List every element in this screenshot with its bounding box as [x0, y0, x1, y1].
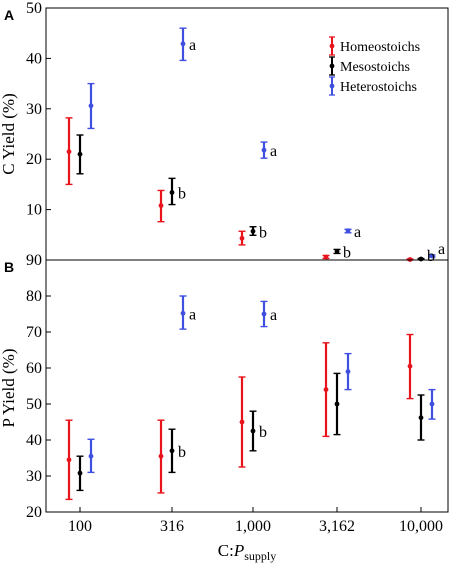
legend-marker-mesostoichs: [329, 63, 335, 69]
x-tick-label-3162: 3,162: [319, 518, 355, 535]
panel-a-point-homeostoichs-316: [158, 203, 164, 208]
panel-b-y-tick-label: 40: [26, 432, 42, 449]
panel-a-point-homeostoichs-1000: [239, 235, 245, 241]
panel-a-y-axis-title: C Yield (%): [0, 93, 18, 175]
panel-b-point-mesostoichs-3162: [334, 401, 340, 407]
panel-b-sig-letter-heterostoichs-316: a: [189, 306, 196, 323]
panel-b-point-heterostoichs-316: [180, 310, 186, 316]
panel-b-y-tick-label: 60: [26, 360, 42, 377]
panel-b-point-homeostoichs-10000: [407, 363, 413, 369]
panel-b-y-axis-title: P Yield (%): [0, 348, 18, 427]
panel-b-sig-letter-heterostoichs-1000: a: [270, 307, 277, 324]
panel-b-marks: [65, 295, 436, 501]
panel-a-y-ticks: 90 10 20 30 40 50: [26, 0, 51, 269]
panel-a-sig-letter-mesostoichs-1000: b: [259, 224, 267, 241]
panel-b-frame: [45, 259, 449, 513]
x-tick-label-100: 100: [68, 518, 92, 535]
panel-b-annotations: a b a b: [178, 306, 277, 461]
panel-a-point-heterostoichs-316: [180, 41, 186, 47]
x-axis-title: C:Psupply: [218, 541, 276, 563]
panel-a-point-heterostoichs-1000: [261, 147, 267, 153]
panel-b-sig-letter-mesostoichs-1000: b: [259, 424, 267, 441]
panel-b-y-tick-label: 70: [26, 324, 42, 341]
panel-b-letter: B: [4, 259, 14, 275]
panel-a-sig-letter-heterostoichs-316: a: [189, 37, 196, 54]
panel-b-point-mesostoichs-100: [77, 470, 83, 476]
panel-a-point-homeostoichs-10000: [407, 257, 413, 262]
panel-a-sig-letter-mesostoichs-10000: b: [427, 248, 435, 265]
panel-a-y-tick-label: 10: [26, 202, 42, 219]
panel-a-marks: [65, 27, 436, 262]
panel-a-sig-letter-mesostoichs-316: b: [178, 185, 186, 202]
panel-b: B P Yield (%) 20 30 40 50 60 70 80 a b a b 100 316…: [0, 259, 449, 563]
panel-b-point-heterostoichs-1000: [261, 311, 267, 317]
panel-a-sig-letter-mesostoichs-3162: b: [343, 244, 351, 261]
panel-a-point-heterostoichs-100: [88, 103, 94, 109]
legend-marker-homeostoichs: [329, 43, 335, 49]
panel-a-sig-letter-heterostoichs-3162: a: [354, 224, 361, 241]
panel-a-point-heterostoichs-10000: [429, 253, 435, 259]
panel-b-y-ticks: 20 30 40 50 60 70 80: [26, 288, 51, 521]
panel-b-point-heterostoichs-3162: [345, 369, 351, 374]
panel-b-point-heterostoichs-10000: [429, 401, 435, 407]
x-ticks: 100 316 1,000 3,162 10,000: [68, 507, 443, 535]
panel-b-point-homeostoichs-1000: [239, 419, 245, 425]
panel-a-point-mesostoichs-10000: [418, 256, 424, 262]
panel-a-point-homeostoichs-100: [66, 149, 72, 155]
panel-a-point-mesostoichs-100: [77, 151, 83, 157]
panel-b-point-mesostoichs-1000: [250, 428, 256, 434]
legend: Homeostoichs Mesostoichs Heterostoichs: [329, 36, 420, 96]
panel-b-point-homeostoichs-3162: [323, 387, 329, 392]
x-tick-label-1000: 1,000: [235, 518, 271, 535]
panel-b-point-mesostoichs-316: [169, 448, 175, 454]
panel-a-point-mesostoichs-316: [169, 190, 175, 195]
panel-a-sig-letter-heterostoichs-10000: a: [438, 241, 445, 258]
panel-b-point-homeostoichs-100: [66, 457, 72, 463]
panel-a-y-tick-label: 30: [26, 101, 42, 118]
panel-a-point-mesostoichs-1000: [250, 228, 256, 234]
panel-b-point-homeostoichs-316: [158, 453, 164, 459]
panel-a-y-tick-label: 90: [26, 252, 42, 269]
legend-label-heterostoichs: Heterostoichs: [340, 80, 417, 95]
panel-b-y-tick-label: 80: [26, 288, 42, 305]
panel-a-letter: A: [4, 7, 14, 23]
panel-a-point-heterostoichs-3162: [345, 228, 351, 234]
panel-a-point-mesostoichs-3162: [334, 249, 340, 254]
x-tick-label-316: 316: [160, 518, 184, 535]
panel-b-y-tick-label: 50: [26, 396, 42, 413]
panel-b-sig-letter-mesostoichs-316: b: [178, 444, 186, 461]
panel-b-y-tick-label: 30: [26, 468, 42, 485]
panel-b-point-heterostoichs-100: [88, 453, 94, 459]
panel-a-y-tick-label: 40: [26, 50, 42, 67]
panel-b-y-tick-label: 20: [26, 504, 42, 521]
panel-a-sig-letter-heterostoichs-1000: a: [270, 143, 277, 160]
panel-a-y-tick-label: 50: [26, 0, 42, 17]
panel-a-y-tick-label: 20: [26, 151, 42, 168]
panel-b-point-mesostoichs-10000: [418, 415, 424, 421]
legend-marker-heterostoichs: [329, 83, 335, 89]
legend-label-homeostoichs: Homeostoichs: [340, 40, 420, 55]
x-tick-label-10000: 10,000: [399, 518, 443, 535]
legend-label-mesostoichs: Mesostoichs: [340, 60, 410, 75]
panel-a-point-homeostoichs-3162: [323, 254, 329, 260]
